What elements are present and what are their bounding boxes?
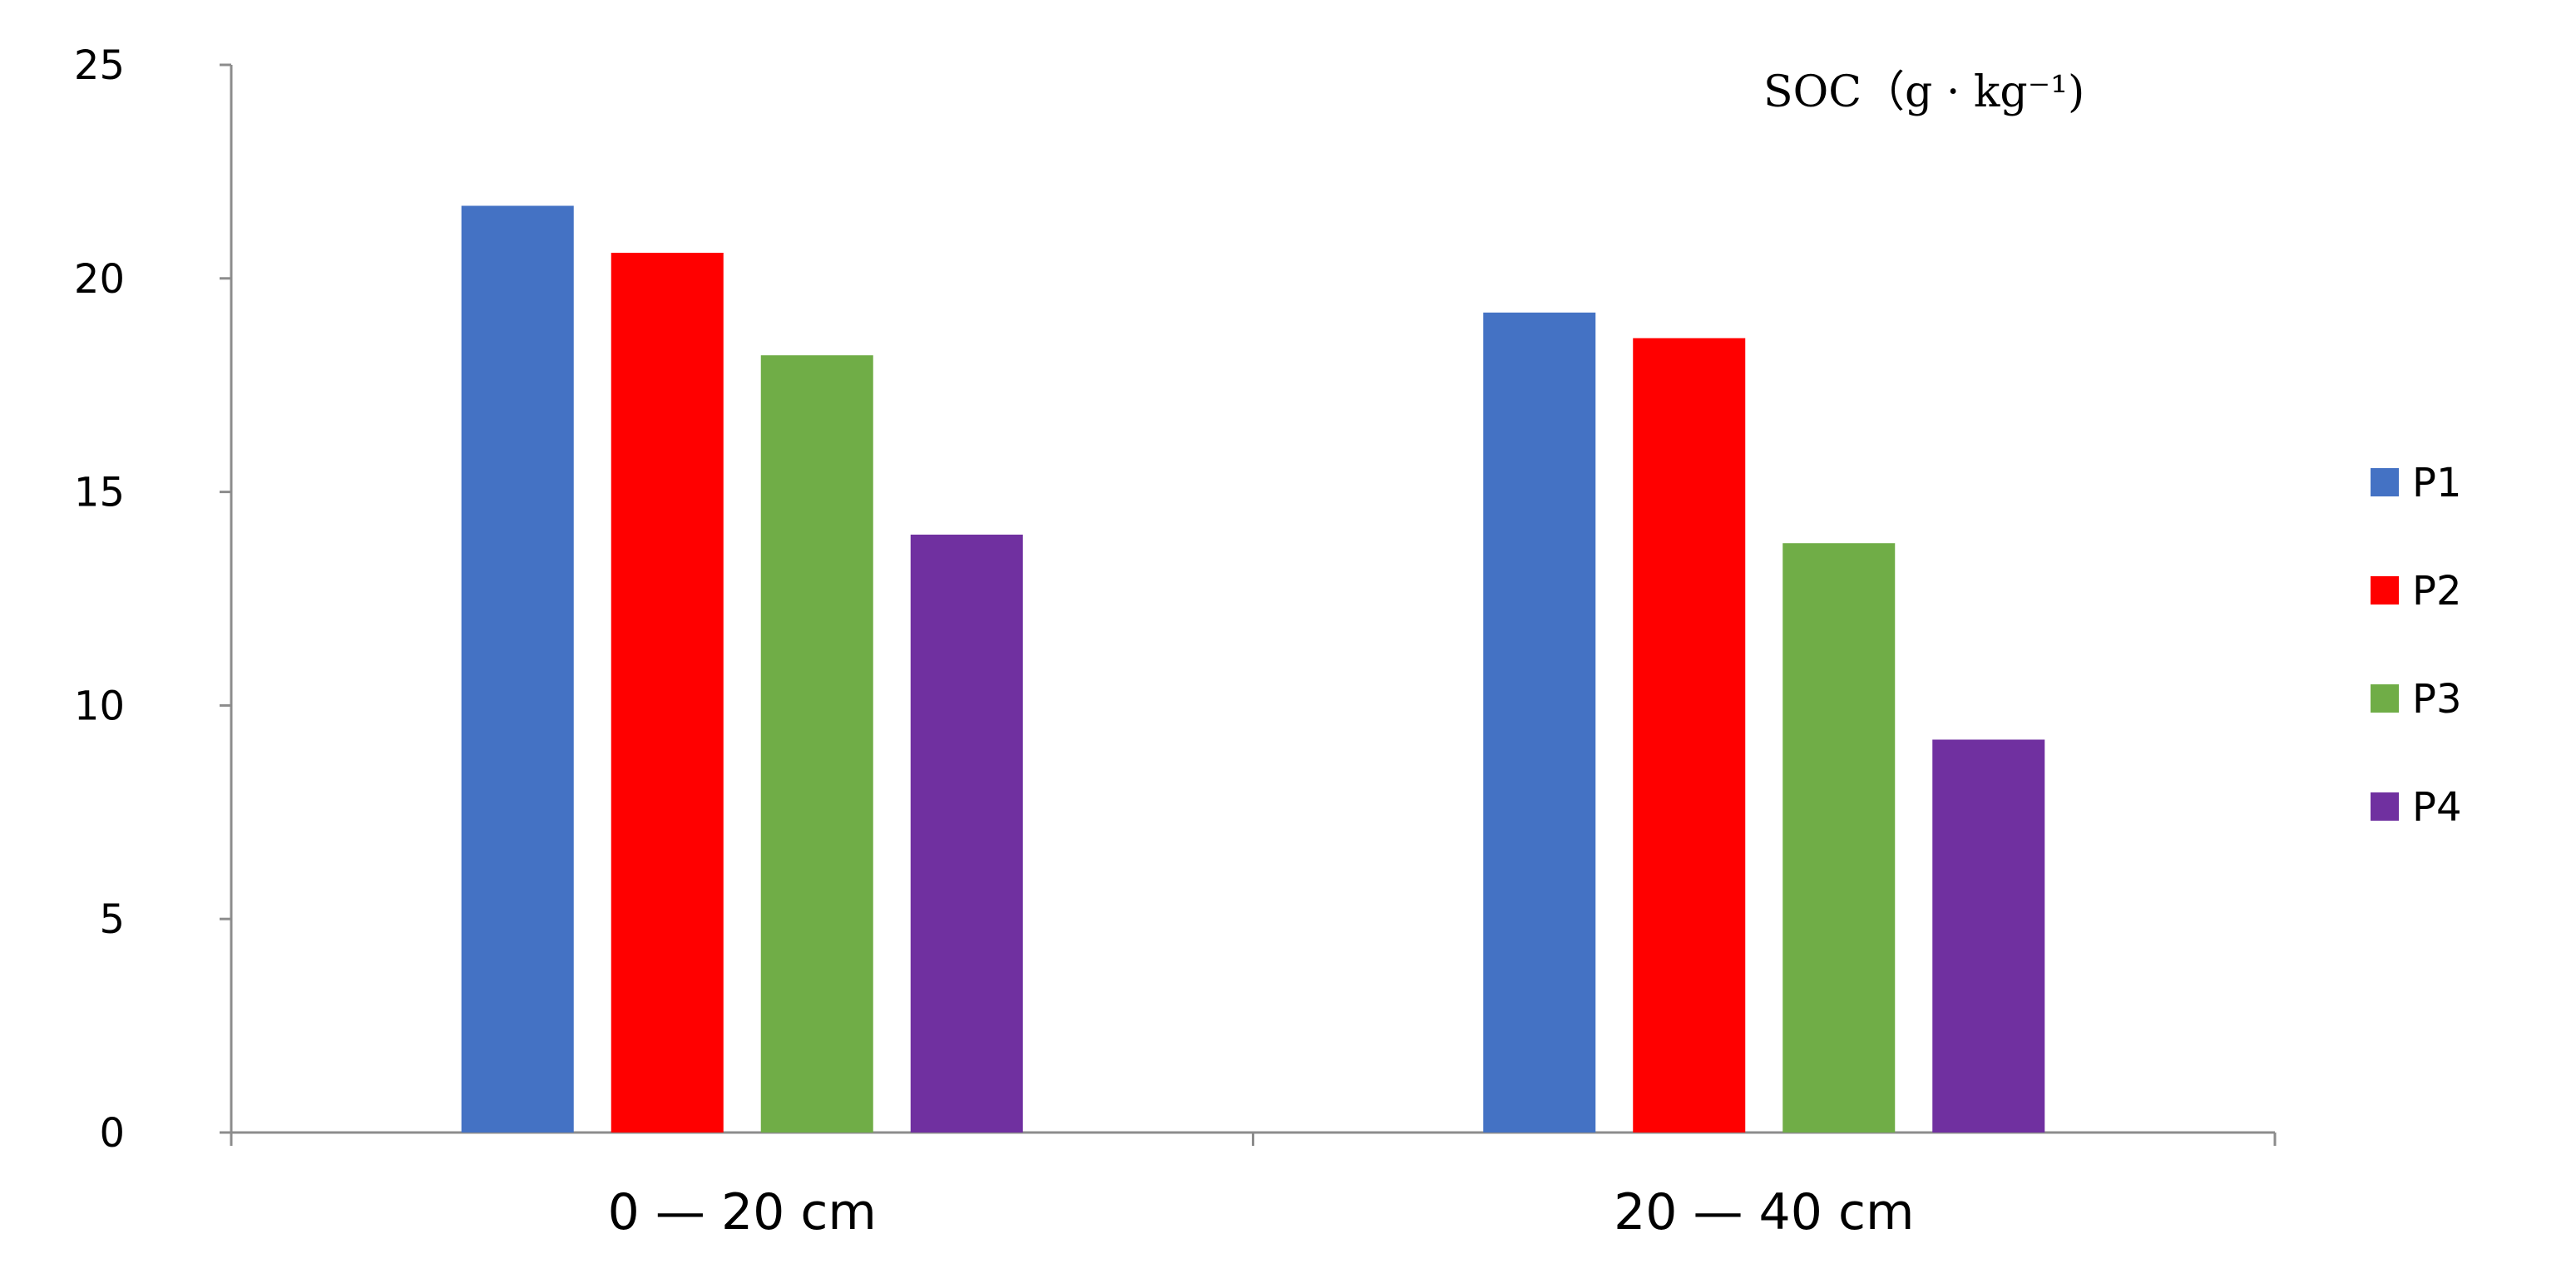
bars [461,205,2045,1133]
legend-label-p3: P3 [2412,676,2461,723]
bar-p1 [1483,312,1596,1133]
y-tick-label: 0 [99,1110,125,1157]
legend-label-p2: P2 [2412,568,2461,614]
bar-p1 [461,205,574,1133]
legend-swatch-p2 [2371,576,2399,605]
x-category-label: 20 — 40 cm [1614,1183,1914,1241]
legend-label-p4: P4 [2412,784,2461,831]
y-axis-unit-label: SOC（g · kg⁻¹) [1763,67,2084,117]
legend-swatch-p1 [2371,468,2399,496]
y-tick-label: 25 [74,42,125,89]
legend-label-p1: P1 [2412,460,2461,506]
bar-p4 [1932,739,2045,1133]
bar-p3 [760,355,873,1133]
x-category-label: 0 — 20 cm [608,1183,877,1241]
legend-swatch-p3 [2371,684,2399,713]
bar-p2 [611,252,724,1133]
bar-p3 [1782,543,1896,1133]
y-tick-label: 5 [99,896,125,943]
bar-p4 [910,534,1023,1133]
y-tick-label: 20 [74,256,125,303]
category-labels: 0 — 20 cm 20 — 40 cm [608,1183,1915,1241]
bar-p2 [1633,338,1746,1133]
legend-swatch-p4 [2371,792,2399,821]
x-axis [230,1131,2277,1146]
y-tick-label: 10 [74,683,125,729]
legend: P1 P2 P3 P4 [2371,460,2461,831]
y-axis: 0 5 10 15 20 25 [74,42,233,1157]
y-tick-label: 15 [74,470,125,516]
